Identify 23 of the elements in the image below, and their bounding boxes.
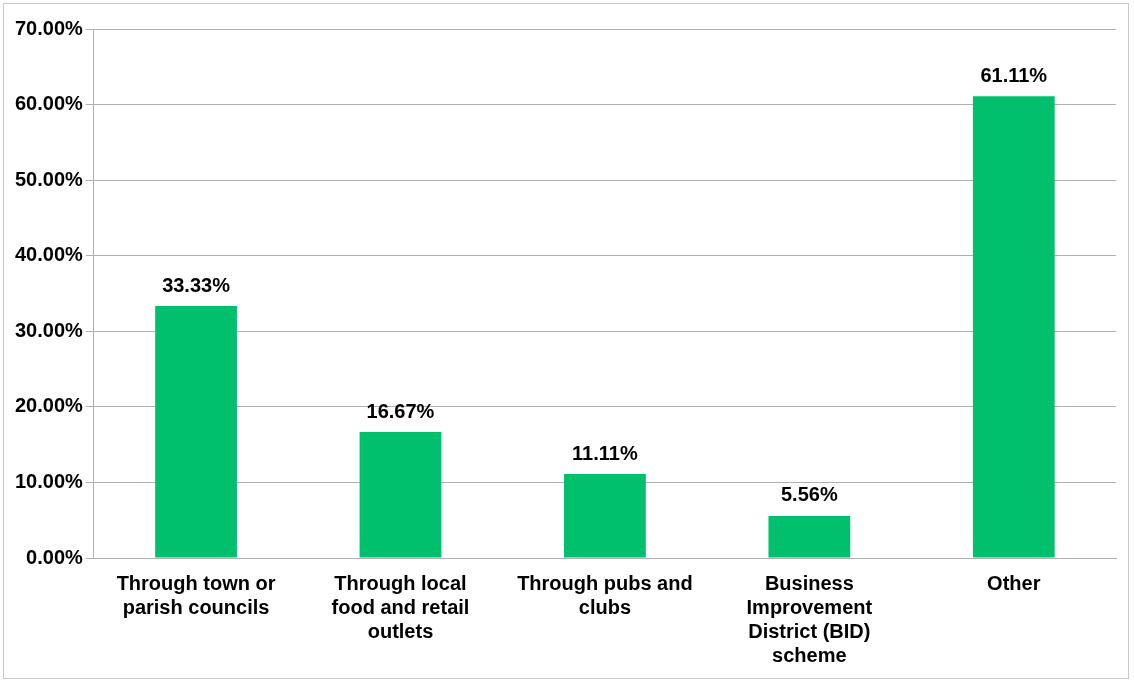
x-tick-label: Through local food and retail outlets xyxy=(331,571,470,642)
data-label: 61.11% xyxy=(980,63,1048,86)
y-tick-label: 10.00% xyxy=(14,469,84,492)
bar xyxy=(768,515,851,558)
bar xyxy=(564,474,646,558)
bar xyxy=(359,432,442,558)
data-label: 16.67% xyxy=(366,399,435,422)
y-tick-label: 40.00% xyxy=(14,243,84,266)
data-label: 11.11% xyxy=(572,441,638,464)
y-tick-label: 60.00% xyxy=(14,92,84,115)
y-tick-label: 0.00% xyxy=(26,545,84,568)
x-tick-label: Business Improvement District (BID) scheme xyxy=(746,571,873,666)
data-label: 33.33% xyxy=(162,273,231,296)
y-tick-label: 70.00% xyxy=(14,16,84,39)
bar xyxy=(155,306,237,558)
y-tick-label: 50.00% xyxy=(14,167,84,190)
bar xyxy=(972,96,1055,558)
x-tick-label: Through town or parish councils xyxy=(116,571,276,618)
y-tick-label: 20.00% xyxy=(14,394,84,417)
y-tick-label: 30.00% xyxy=(14,318,84,341)
data-label: 5.56% xyxy=(780,483,838,506)
x-tick-label: Other xyxy=(987,571,1041,594)
x-tick-label: Through pubs and clubs xyxy=(517,571,693,618)
